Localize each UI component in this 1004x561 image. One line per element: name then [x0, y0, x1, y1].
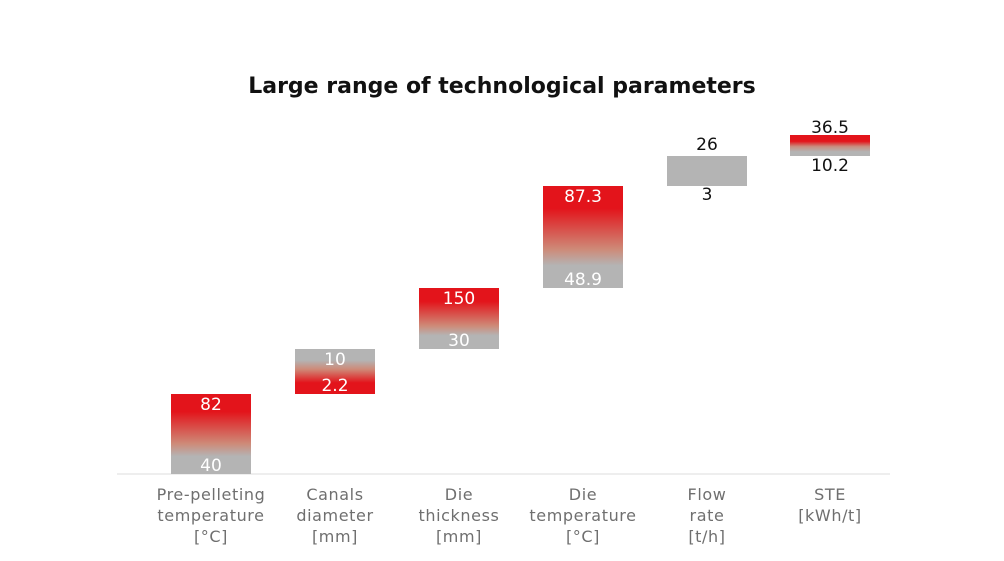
max-label-canals-diameter: 10	[324, 350, 346, 370]
min-label-die-thickness: 30	[448, 331, 470, 351]
max-label-pre-pelleting-temperature: 82	[200, 395, 222, 415]
range-bar-flow-rate	[667, 156, 747, 186]
min-label-flow-rate: 3	[702, 185, 713, 205]
category-label-die-temperature: Die temperature [°C]	[529, 485, 636, 546]
min-label-die-temperature: 48.9	[564, 270, 602, 290]
category-label-pre-pelleting-temperature: Pre-pelleting temperature [°C]	[157, 485, 266, 546]
category-label-die-thickness: Die thickness [mm]	[419, 485, 500, 546]
range-bar-die-temperature	[543, 186, 623, 288]
category-label-ste: STE [kWh/t]	[798, 485, 862, 525]
min-label-pre-pelleting-temperature: 40	[200, 456, 222, 476]
range-bar-die-thickness	[419, 288, 499, 349]
min-label-ste: 10.2	[811, 156, 849, 176]
range-bar-pre-pelleting-temperature	[171, 394, 251, 474]
max-label-die-thickness: 150	[443, 289, 475, 309]
range-bar-ste	[790, 135, 870, 156]
max-label-ste: 36.5	[811, 118, 849, 138]
category-label-flow-rate: Flow rate [t/h]	[688, 485, 727, 546]
max-label-flow-rate: 26	[696, 135, 718, 155]
min-label-canals-diameter: 2.2	[321, 376, 348, 396]
chart-title: Large range of technological parameters	[248, 74, 756, 99]
range-bar-canals-diameter	[295, 349, 375, 394]
category-label-canals-diameter: Canals diameter [mm]	[296, 485, 373, 546]
max-label-die-temperature: 87.3	[564, 187, 602, 207]
